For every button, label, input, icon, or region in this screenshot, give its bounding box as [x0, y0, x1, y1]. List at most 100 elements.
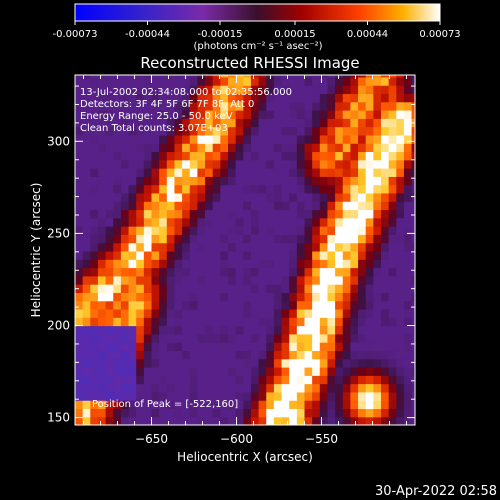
heatmap-cell: [120, 292, 130, 302]
heatmap-cell: [327, 366, 336, 376]
heatmap-cell: [120, 284, 130, 293]
heatmap-cell: [296, 250, 306, 260]
heatmap-cell: [159, 118, 168, 128]
heatmap-cell: [296, 383, 306, 393]
heatmap-cell: [296, 76, 306, 86]
heatmap-cell: [396, 126, 405, 136]
heatmap-cell: [228, 408, 237, 418]
heatmap-cell: [266, 366, 275, 376]
heatmap-cell: [319, 176, 329, 186]
heatmap-cell: [197, 383, 206, 393]
heatmap-cell: [373, 308, 382, 318]
heatmap-cell: [197, 300, 206, 310]
heatmap-cell: [182, 110, 191, 119]
heatmap-cell: [128, 184, 137, 194]
heatmap-cell: [75, 284, 84, 293]
heatmap-cell: [113, 284, 122, 293]
heatmap-cell: [113, 143, 122, 153]
heatmap-cell: [342, 375, 351, 385]
heatmap-cell: [373, 400, 382, 410]
heatmap-cell: [319, 134, 329, 144]
heatmap-cell: [128, 342, 137, 351]
heatmap-cell: [365, 292, 374, 302]
heatmap-cell: [75, 234, 84, 244]
heatmap-cell: [174, 292, 183, 302]
heatmap-cell: [358, 234, 367, 244]
heatmap-cell: [312, 85, 321, 95]
heatmap-cell: [273, 325, 283, 335]
heatmap-cell: [120, 350, 130, 360]
heatmap-cell: [273, 408, 283, 418]
heatmap-cell: [182, 342, 191, 351]
heatmap-cell: [128, 192, 137, 202]
heatmap-cell: [289, 93, 298, 103]
heatmap-cell: [365, 275, 374, 285]
heatmap-cell: [143, 383, 153, 393]
heatmap-cell: [128, 408, 137, 418]
heatmap-cell: [151, 75, 160, 78]
heatmap-cell: [365, 242, 374, 252]
heatmap-cell: [75, 143, 84, 153]
heatmap-cell: [304, 226, 313, 235]
heatmap-cell: [228, 176, 237, 186]
heatmap-cell: [228, 85, 237, 95]
heatmap-cell: [342, 76, 351, 86]
heatmap-cell: [97, 375, 107, 385]
heatmap-cell: [212, 134, 221, 144]
heatmap-cell: [396, 350, 405, 360]
heatmap-cell: [189, 275, 198, 285]
heatmap-cell: [327, 375, 336, 385]
heatmap-cell: [319, 75, 329, 78]
heatmap-cell: [228, 151, 237, 161]
heatmap-cell: [166, 176, 176, 186]
heatmap-cell: [388, 300, 397, 310]
heatmap-cell: [312, 192, 321, 202]
heatmap-cell: [174, 250, 183, 260]
heatmap-cell: [296, 333, 306, 343]
heatmap-cell: [411, 333, 415, 343]
heatmap-cell: [174, 134, 183, 144]
heatmap-cell: [166, 342, 176, 351]
heatmap-cell: [258, 391, 267, 401]
heatmap-cell: [258, 333, 267, 343]
heatmap-cell: [289, 226, 298, 235]
heatmap-cell: [312, 184, 321, 194]
heatmap-cell: [197, 201, 206, 211]
heatmap-cell: [289, 168, 298, 177]
heatmap-cell: [75, 416, 84, 425]
heatmap-cell: [350, 110, 359, 119]
heatmap-cell: [82, 275, 91, 285]
heatmap-cell: [143, 275, 153, 285]
heatmap-cell: [350, 333, 359, 343]
heatmap-cell: [289, 333, 298, 343]
heatmap-cell: [120, 159, 130, 169]
heatmap-cell: [243, 375, 252, 385]
heatmap-cell: [312, 391, 321, 401]
heatmap-cell: [97, 308, 107, 318]
heatmap-cell: [388, 408, 397, 418]
heatmap-cell: [335, 284, 344, 293]
heatmap-cell: [82, 292, 91, 302]
heatmap-cell: [273, 126, 283, 136]
heatmap-cell: [403, 234, 413, 244]
heatmap-cell: [273, 118, 283, 128]
heatmap-cell: [250, 383, 260, 393]
heatmap-cell: [350, 325, 359, 335]
heatmap-cell: [289, 350, 298, 360]
heatmap-cell: [105, 101, 114, 111]
heatmap-cell: [335, 143, 344, 153]
heatmap-cell: [273, 284, 283, 293]
heatmap-cell: [358, 134, 367, 144]
heatmap-cell: [327, 358, 336, 368]
heatmap-cell: [266, 134, 275, 144]
heatmap-cell: [136, 126, 145, 136]
heatmap-cell: [143, 176, 153, 186]
heatmap-cell: [143, 259, 153, 269]
heatmap-cell: [296, 75, 306, 78]
heatmap-cell: [350, 101, 359, 111]
heatmap-cell: [365, 325, 374, 335]
heatmap-cell: [319, 408, 329, 418]
heatmap-cell: [350, 375, 359, 385]
heatmap-cell: [228, 416, 237, 425]
heatmap-cell: [90, 242, 99, 252]
